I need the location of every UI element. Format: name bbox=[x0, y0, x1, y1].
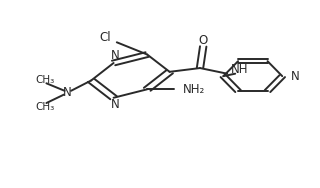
Text: Cl: Cl bbox=[100, 31, 111, 44]
Text: N: N bbox=[111, 98, 120, 111]
Text: NH: NH bbox=[231, 63, 249, 77]
Text: N: N bbox=[63, 86, 72, 99]
Text: NH₂: NH₂ bbox=[182, 83, 205, 96]
Text: O: O bbox=[199, 34, 208, 47]
Text: N: N bbox=[291, 70, 300, 83]
Text: CH₃: CH₃ bbox=[35, 74, 54, 85]
Text: N: N bbox=[111, 49, 120, 62]
Text: CH₃: CH₃ bbox=[35, 102, 54, 112]
